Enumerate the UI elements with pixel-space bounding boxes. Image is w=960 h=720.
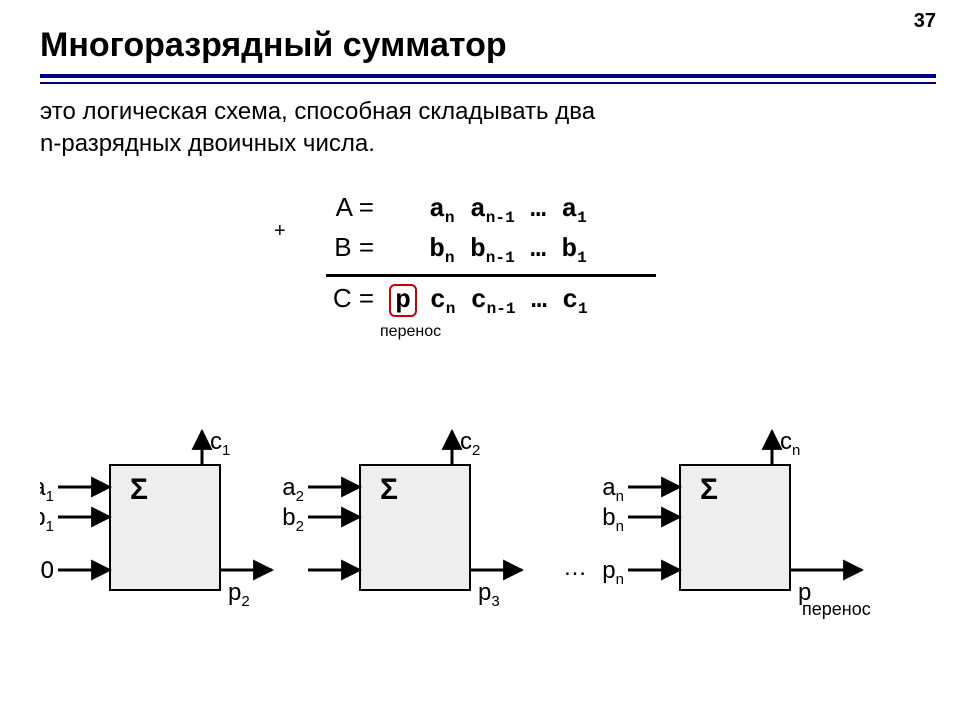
svg-text:c2: c2 xyxy=(460,428,480,459)
svg-text:an: an xyxy=(602,474,624,505)
svg-text:0: 0 xyxy=(41,557,54,584)
slide-title: Многоразрядный сумматор xyxy=(40,26,507,65)
eq-C-lhs: C = xyxy=(304,283,374,314)
title-rule-thin xyxy=(40,82,936,84)
svg-text:c1: c1 xyxy=(210,428,230,459)
svg-text:a1: a1 xyxy=(40,474,54,505)
eq-B-rhs: bn bn-1 … b1 xyxy=(429,234,587,264)
svg-text:Σ: Σ xyxy=(700,473,718,506)
carry-label: перенос xyxy=(380,323,420,341)
svg-text:p2: p2 xyxy=(228,579,250,610)
svg-text:bn: bn xyxy=(602,504,624,535)
eq-C-rhs: cn cn-1 … c1 xyxy=(430,285,588,315)
carry-p-box: p xyxy=(389,284,417,317)
description: это логическая схема, способная складыва… xyxy=(40,96,595,161)
svg-text:p3: p3 xyxy=(478,579,500,610)
eq-B-lhs: B = xyxy=(304,232,374,263)
svg-text:Σ: Σ xyxy=(380,473,398,506)
equation-block: + A = an an-1 … a1 B = bn bn-1 … b1 C = … xyxy=(304,192,656,341)
svg-text:b1: b1 xyxy=(40,504,54,535)
plus-sign: + xyxy=(274,220,286,243)
svg-text:a2: a2 xyxy=(282,474,304,505)
svg-text:перенос: перенос xyxy=(802,599,871,619)
description-line-2: n-разрядных двоичных числа. xyxy=(40,130,375,157)
title-rule-thick xyxy=(40,74,936,78)
description-line-1: это логическая схема, способная складыва… xyxy=(40,98,595,125)
svg-text:b2: b2 xyxy=(282,504,304,535)
svg-text:cn: cn xyxy=(780,428,800,459)
adder-diagram: Σa1b10c1p2Σa2b2c2p3Σanbnpncnp…перенос0 xyxy=(40,420,936,670)
eq-A-lhs: A = xyxy=(304,192,374,223)
eq-A-rhs: an an-1 … a1 xyxy=(429,194,587,224)
equation-rule xyxy=(326,274,656,277)
svg-text:Σ: Σ xyxy=(130,473,148,506)
svg-text:…: … xyxy=(563,554,587,581)
svg-text:pn: pn xyxy=(602,557,624,588)
page-number: 37 xyxy=(914,10,936,33)
